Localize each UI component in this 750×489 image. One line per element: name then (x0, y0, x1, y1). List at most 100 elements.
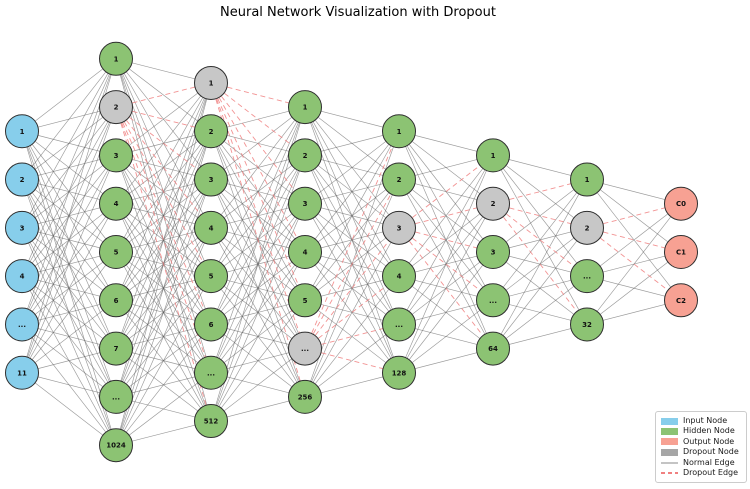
dropout-edge (304, 227, 400, 349)
normal-edge (304, 275, 400, 398)
dropout-edge (492, 203, 588, 277)
dropout-edge (115, 106, 212, 180)
hidden-layer-3-node-... (288, 331, 322, 366)
hidden-layer-2-node-512 (194, 404, 228, 439)
hidden-layer-1-node-4 (99, 186, 133, 221)
input-layer-node-2 (5, 162, 39, 197)
normal-edge (21, 58, 117, 277)
input-layer-node-1 (5, 114, 39, 149)
dropout-edge (115, 106, 212, 277)
hidden-layer-6-node-32 (570, 307, 604, 342)
hidden-layer-3-node-3 (288, 186, 322, 221)
normal-edge (398, 300, 494, 374)
normal-edge (115, 372, 212, 446)
normal-edge (304, 131, 400, 253)
dropout-edge (115, 106, 212, 229)
dropout-edge (304, 275, 400, 349)
hidden-layer-3-node-label: ... (301, 345, 309, 353)
hidden-layer-6-node-label: 1 (585, 176, 590, 184)
hidden-layer-1-node-label: ... (112, 393, 120, 401)
hidden-layer-2-node-label: 2 (209, 128, 214, 136)
legend-line-swatch (661, 461, 678, 464)
normal-edge (304, 227, 400, 398)
dropout-edge (210, 82, 306, 253)
hidden-layer-2-node-label: 3 (209, 176, 214, 184)
dropout-edge (210, 82, 306, 301)
legend-item-output-node: Output Node (661, 437, 742, 447)
input-layer-node-label: 2 (20, 176, 25, 184)
output-layer-node-label: C1 (676, 249, 686, 257)
normal-edge (210, 203, 306, 422)
hidden-layer-1-node-label: 6 (114, 297, 119, 305)
normal-edge (210, 348, 306, 422)
hidden-layer-1-node-1024 (99, 428, 133, 463)
input-layer-node-4 (5, 259, 39, 294)
normal-edge (21, 251, 117, 373)
hidden-layer-3-node-5 (288, 283, 322, 318)
hidden-layer-4-node-label: ... (395, 321, 403, 329)
hidden-layer-1-node-label: 5 (114, 249, 119, 257)
hidden-layer-3-node-4 (288, 235, 322, 269)
hidden-layer-2-node-label: 5 (209, 273, 214, 281)
dropout-edge (115, 106, 212, 325)
hidden-layer-2-node-label: 1 (209, 79, 214, 87)
normal-edge (398, 155, 494, 277)
normal-edge (21, 58, 117, 132)
hidden-layer-4-node-1 (382, 114, 416, 149)
legend-label: Output Node (683, 436, 735, 446)
normal-edge (21, 155, 117, 373)
normal-edge (304, 130, 400, 204)
hidden-layer-6-node-label: 2 (585, 224, 590, 232)
input-layer-node-11 (5, 355, 39, 390)
dropout-edge (210, 82, 306, 156)
hidden-layer-3-node-1 (288, 90, 322, 125)
hidden-layer-1-node-2 (99, 90, 133, 125)
legend-item-hidden-node: Hidden Node (661, 426, 742, 436)
legend-item-dropout-edge: Dropout Edge (661, 468, 742, 478)
hidden-layer-3-node-2 (288, 138, 322, 173)
normal-edge (115, 227, 212, 446)
normal-edge (398, 155, 494, 325)
hidden-layer-2-node-... (194, 355, 228, 390)
normal-edge (115, 324, 212, 446)
dropout-edge (304, 131, 400, 349)
output-layer-node-label: C2 (676, 297, 686, 305)
dropout-edge (586, 227, 682, 301)
hidden-layer-6-node-label: 32 (582, 321, 592, 329)
output-layer-node-C2 (664, 283, 698, 318)
legend-dashed-line-swatch (661, 471, 678, 474)
hidden-layer-5-node-label: 64 (488, 345, 498, 353)
normal-edge (210, 106, 306, 277)
normal-edge (492, 179, 588, 253)
normal-edge (115, 82, 212, 156)
hidden-layer-2-node-6 (194, 307, 228, 342)
input-layer-node-label: 3 (20, 224, 25, 232)
legend-item-dropout-node: Dropout Node (661, 447, 742, 457)
normal-edge (398, 251, 494, 373)
normal-edge (21, 372, 117, 446)
dropout-edge (398, 227, 494, 301)
legend-label: Input Node (683, 416, 728, 425)
hidden-layer-6-node-2 (570, 210, 604, 245)
normal-edge (492, 155, 588, 229)
hidden-layer-4-node-2 (382, 162, 416, 197)
input-layer-node-label: 1 (20, 128, 25, 136)
hidden-layer-1-node-1 (99, 41, 133, 76)
hidden-layer-3-node-label: 1 (303, 104, 308, 112)
hidden-layer-4-node-label: 128 (392, 369, 407, 377)
legend-label: Dropout Node (683, 447, 739, 457)
hidden-layer-5-node-label: 3 (491, 249, 496, 257)
chart-title: Neural Network Visualization with Dropou… (220, 5, 496, 20)
normal-edge (21, 203, 117, 373)
hidden-layer-5-node-... (476, 283, 510, 318)
hidden-layer-2-node-1 (194, 65, 228, 100)
dropout-edge (398, 227, 494, 349)
normal-edge (21, 58, 117, 229)
hidden-layer-5-node-label: 1 (491, 152, 496, 160)
hidden-layer-4-node-label: 1 (397, 128, 402, 136)
input-layer-node-label: 11 (17, 369, 27, 377)
hidden-layer-3-node-label: 4 (303, 249, 308, 257)
hidden-layer-4-node-3 (382, 210, 416, 245)
normal-edge (586, 203, 682, 277)
hidden-layer-1-node-3 (99, 138, 133, 173)
